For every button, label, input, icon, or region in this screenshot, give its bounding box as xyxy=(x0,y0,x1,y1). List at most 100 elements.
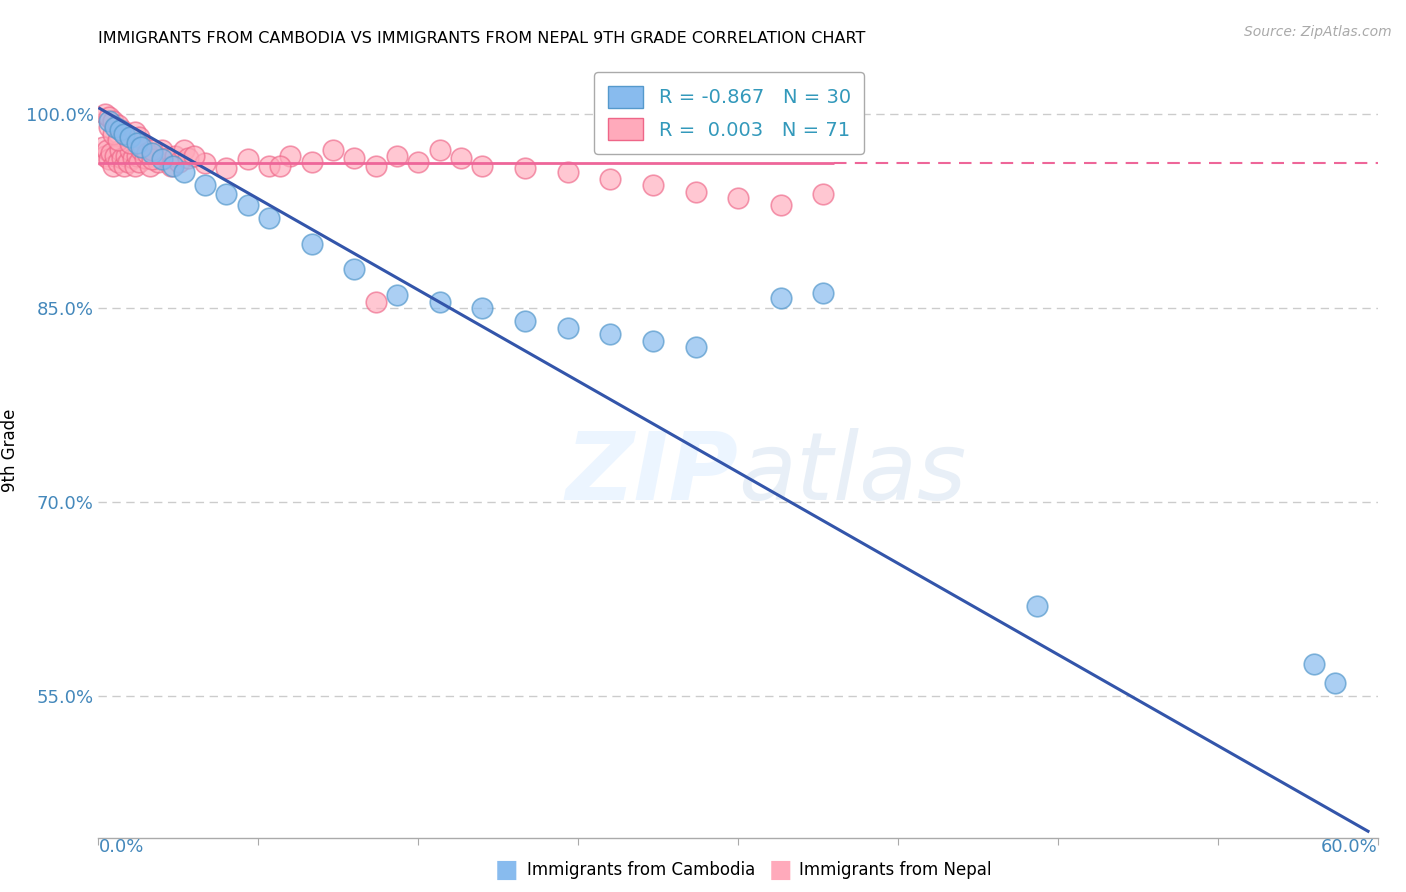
Point xyxy=(132,139,155,153)
Point xyxy=(450,151,472,165)
Point xyxy=(194,178,217,193)
Point xyxy=(111,151,134,165)
Point xyxy=(120,136,142,150)
Point xyxy=(269,159,291,173)
Point xyxy=(98,110,121,124)
Point xyxy=(117,155,139,169)
Point xyxy=(301,155,323,169)
Point xyxy=(91,139,114,153)
Point xyxy=(173,165,195,179)
Point xyxy=(98,120,121,134)
Point xyxy=(121,151,143,165)
Point xyxy=(278,148,301,162)
Point xyxy=(142,148,165,162)
Point xyxy=(813,285,835,300)
Point xyxy=(343,151,366,165)
Point xyxy=(129,139,152,153)
Text: IMMIGRANTS FROM CAMBODIA VS IMMIGRANTS FROM NEPAL 9TH GRADE CORRELATION CHART: IMMIGRANTS FROM CAMBODIA VS IMMIGRANTS F… xyxy=(98,31,866,46)
Text: Immigrants from Cambodia: Immigrants from Cambodia xyxy=(527,861,755,879)
Point xyxy=(107,155,129,169)
Point xyxy=(112,159,135,173)
Point xyxy=(112,127,135,141)
Point xyxy=(408,155,430,169)
Point xyxy=(599,327,621,342)
Point xyxy=(128,155,150,169)
Point xyxy=(120,130,142,145)
Point xyxy=(1324,676,1347,690)
Point xyxy=(364,159,387,173)
Point xyxy=(385,288,408,302)
Y-axis label: 9th Grade: 9th Grade xyxy=(0,409,18,492)
Point xyxy=(152,153,174,167)
Point xyxy=(98,113,121,128)
Text: 60.0%: 60.0% xyxy=(1322,838,1378,856)
Point xyxy=(236,153,259,167)
Point xyxy=(236,197,259,211)
Point xyxy=(513,314,536,328)
Point xyxy=(107,133,129,147)
Point xyxy=(115,148,138,162)
Point xyxy=(108,122,131,136)
Point xyxy=(173,144,195,158)
Point xyxy=(94,148,117,162)
Legend: R = -0.867   N = 30, R =  0.003   N = 71: R = -0.867 N = 30, R = 0.003 N = 71 xyxy=(595,72,865,154)
Point xyxy=(257,159,280,173)
Point xyxy=(471,159,494,173)
Text: ■: ■ xyxy=(495,858,517,881)
Point xyxy=(160,159,183,173)
Point xyxy=(108,144,131,158)
Point xyxy=(343,262,366,277)
Point xyxy=(727,191,749,205)
Point xyxy=(215,187,238,202)
Point xyxy=(162,159,184,173)
Point xyxy=(100,146,122,161)
Point xyxy=(124,159,146,173)
Point xyxy=(103,127,125,141)
Point xyxy=(125,136,148,150)
Point xyxy=(599,171,621,186)
Point xyxy=(111,122,134,136)
Point xyxy=(169,155,191,169)
Point xyxy=(141,144,163,158)
Point xyxy=(156,151,179,165)
Point xyxy=(125,148,148,162)
Text: 0.0%: 0.0% xyxy=(98,838,143,856)
Point xyxy=(134,151,156,165)
Point xyxy=(769,197,792,211)
Point xyxy=(513,161,536,176)
Point xyxy=(385,148,408,162)
Point xyxy=(215,161,238,176)
Point xyxy=(94,107,117,121)
Text: ZIP: ZIP xyxy=(565,428,738,520)
Point xyxy=(364,294,387,309)
Point xyxy=(98,153,121,167)
Point xyxy=(115,129,138,144)
Point xyxy=(257,211,280,225)
Point xyxy=(301,236,323,251)
Point xyxy=(96,144,118,158)
Text: ■: ■ xyxy=(769,858,792,881)
Point xyxy=(103,159,125,173)
Text: atlas: atlas xyxy=(738,428,966,519)
Point xyxy=(165,148,187,162)
Point xyxy=(429,144,451,158)
Point xyxy=(146,155,169,169)
Point xyxy=(124,125,146,139)
Point xyxy=(128,130,150,145)
Text: Source: ZipAtlas.com: Source: ZipAtlas.com xyxy=(1244,25,1392,39)
Point xyxy=(557,165,579,179)
Point xyxy=(194,156,217,170)
Point xyxy=(813,187,835,202)
Point xyxy=(1025,599,1047,613)
Point xyxy=(183,148,205,162)
Point xyxy=(685,340,707,354)
Point xyxy=(120,144,142,158)
Point xyxy=(152,144,174,158)
Point xyxy=(141,146,163,161)
Point xyxy=(641,178,664,193)
Point xyxy=(103,113,125,128)
Point xyxy=(104,148,127,162)
Point xyxy=(641,334,664,348)
Point xyxy=(1302,657,1324,671)
Point xyxy=(136,146,159,161)
